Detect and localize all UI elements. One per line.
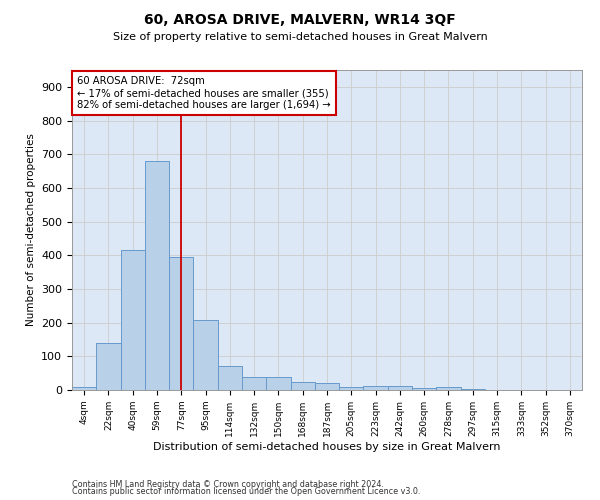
- Text: 60 AROSA DRIVE:  72sqm
← 17% of semi-detached houses are smaller (355)
82% of se: 60 AROSA DRIVE: 72sqm ← 17% of semi-deta…: [77, 76, 331, 110]
- Text: Size of property relative to semi-detached houses in Great Malvern: Size of property relative to semi-detach…: [113, 32, 487, 42]
- Bar: [218, 366, 242, 390]
- X-axis label: Distribution of semi-detached houses by size in Great Malvern: Distribution of semi-detached houses by …: [153, 442, 501, 452]
- Bar: [266, 377, 290, 390]
- Bar: [436, 386, 461, 390]
- Bar: [242, 377, 266, 390]
- Bar: [388, 386, 412, 390]
- Bar: [121, 250, 145, 390]
- Text: Contains HM Land Registry data © Crown copyright and database right 2024.: Contains HM Land Registry data © Crown c…: [72, 480, 384, 489]
- Bar: [72, 388, 96, 390]
- Bar: [169, 257, 193, 390]
- Bar: [290, 382, 315, 390]
- Bar: [412, 388, 436, 390]
- Y-axis label: Number of semi-detached properties: Number of semi-detached properties: [26, 134, 35, 326]
- Bar: [193, 320, 218, 390]
- Bar: [315, 384, 339, 390]
- Bar: [96, 343, 121, 390]
- Text: Contains public sector information licensed under the Open Government Licence v3: Contains public sector information licen…: [72, 488, 421, 496]
- Text: 60, AROSA DRIVE, MALVERN, WR14 3QF: 60, AROSA DRIVE, MALVERN, WR14 3QF: [144, 12, 456, 26]
- Bar: [145, 161, 169, 390]
- Bar: [364, 386, 388, 390]
- Bar: [339, 386, 364, 390]
